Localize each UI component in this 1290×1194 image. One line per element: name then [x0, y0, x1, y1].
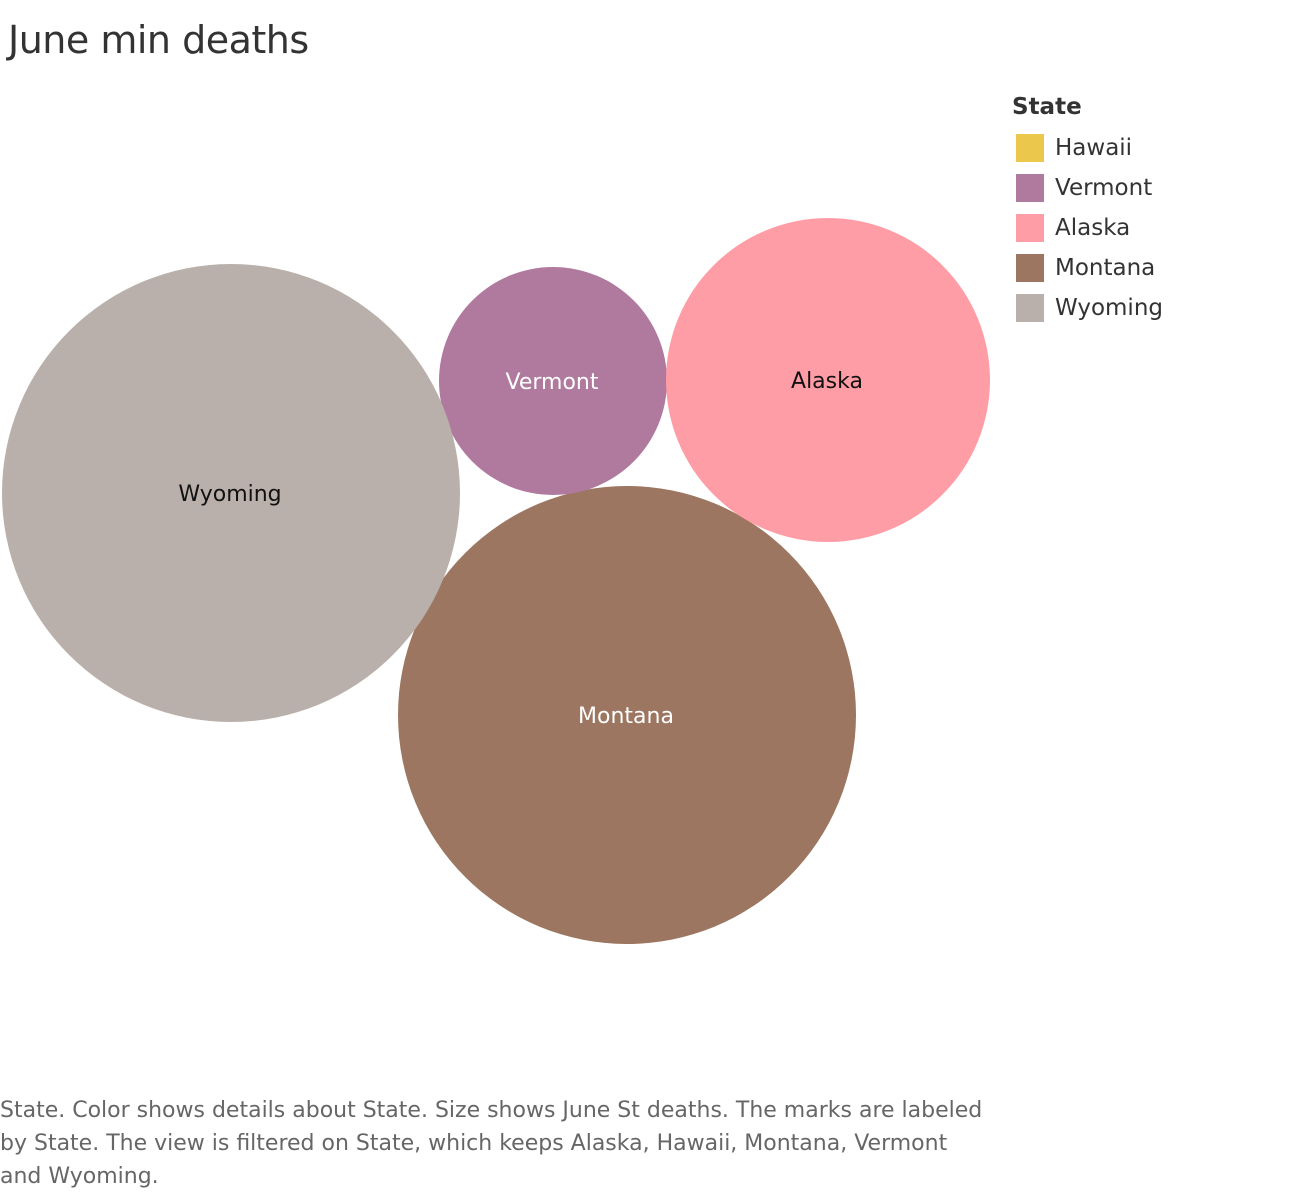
chart-title: June min deaths — [8, 18, 309, 62]
legend-title: State — [1012, 94, 1082, 120]
legend-swatch — [1016, 134, 1044, 162]
legend-swatch — [1016, 294, 1044, 322]
legend-label: Hawaii — [1055, 135, 1133, 161]
legend-label: Montana — [1055, 255, 1156, 281]
legend-label: Alaska — [1055, 215, 1131, 241]
bubble-wyoming[interactable] — [2, 264, 460, 722]
bubble-label-alaska: Alaska — [791, 369, 863, 394]
bubble-vermont[interactable] — [439, 267, 667, 495]
legend-swatch — [1016, 174, 1044, 202]
legend-label: Wyoming — [1055, 295, 1163, 321]
bubble-montana[interactable] — [398, 486, 856, 944]
legend-label: Vermont — [1055, 175, 1153, 201]
legend-swatch — [1016, 214, 1044, 242]
legend-item-wyoming[interactable]: Wyoming — [1012, 288, 1282, 328]
legend-item-vermont[interactable]: Vermont — [1012, 168, 1282, 208]
bubble-label-montana: Montana — [578, 704, 674, 729]
chart-caption: State. Color shows details about State. … — [0, 1098, 983, 1189]
bubble-chart: Montana Vermont Alaska Wyoming — [2, 218, 990, 944]
bubble-alaska[interactable] — [666, 218, 990, 542]
bubble-label-vermont: Vermont — [506, 370, 599, 395]
legend-swatch — [1016, 254, 1044, 282]
legend-item-alaska[interactable]: Alaska — [1012, 208, 1282, 248]
bubble-label-wyoming: Wyoming — [178, 482, 281, 507]
legend-item-montana[interactable]: Montana — [1012, 248, 1282, 288]
legend-item-hawaii[interactable]: Hawaii — [1012, 128, 1282, 168]
legend: State Hawaii Vermont Alaska Montana Wyom… — [1012, 94, 1282, 328]
